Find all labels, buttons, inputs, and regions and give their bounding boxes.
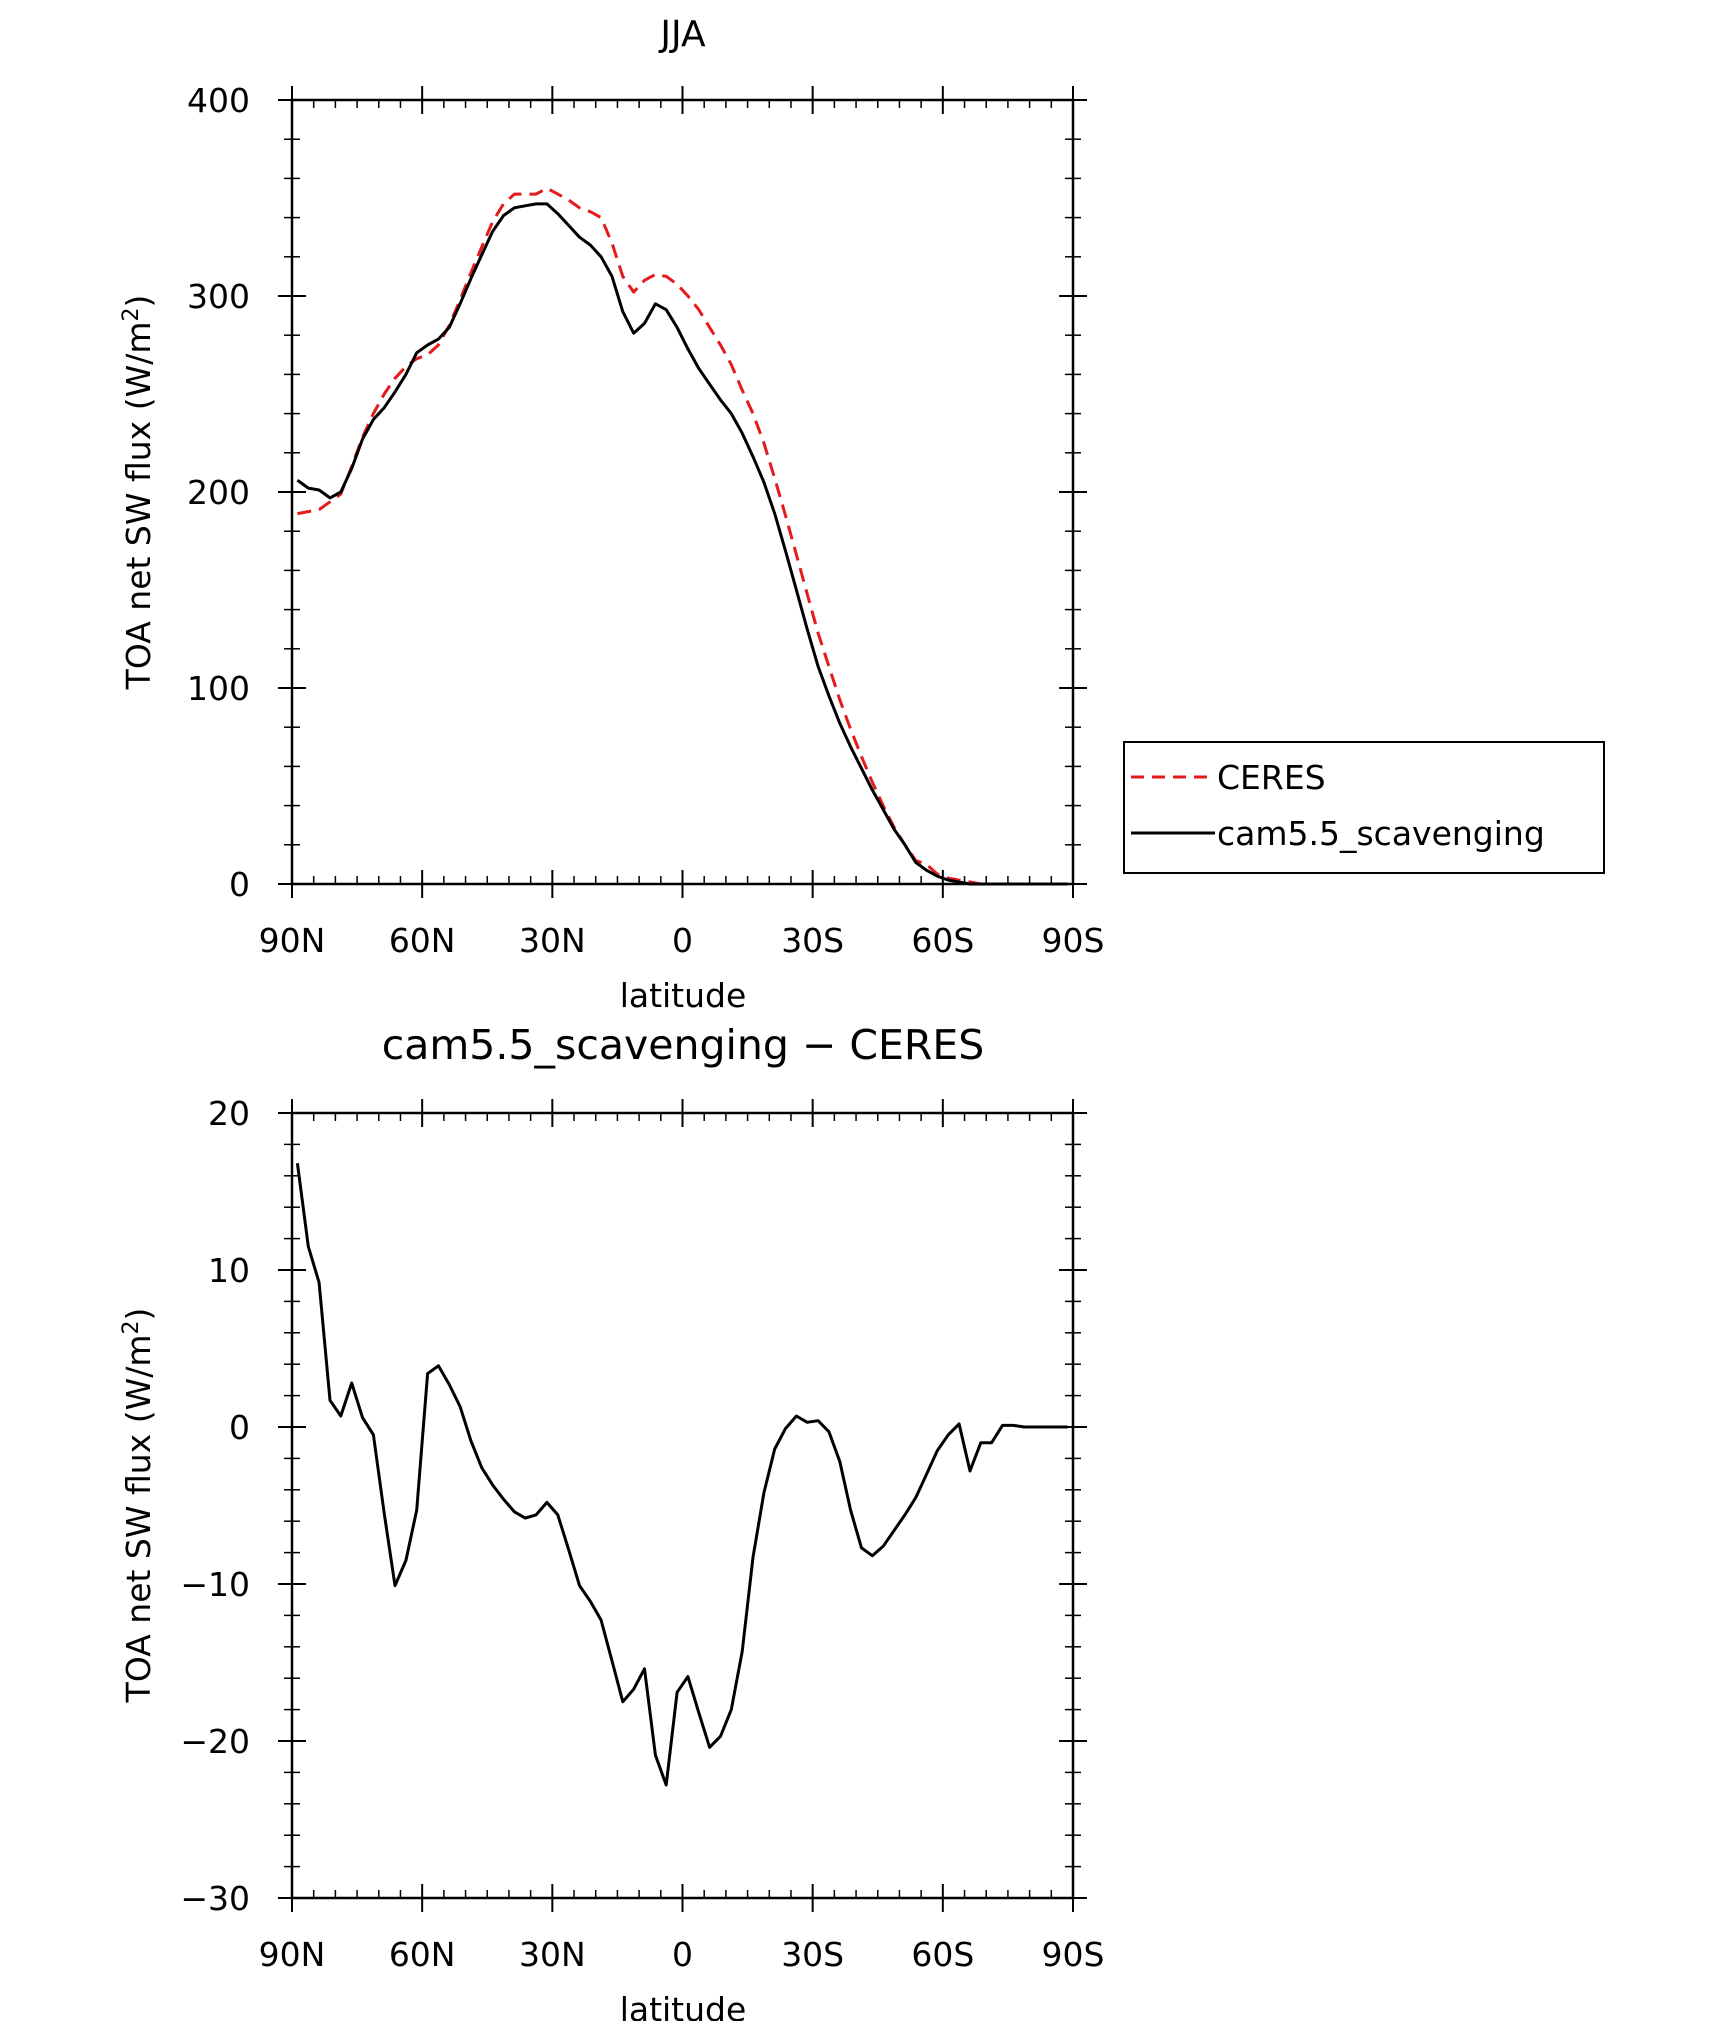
top-series-ceres-line (297, 186, 1068, 886)
top-x-tick-label: 0 (672, 921, 693, 960)
bottom-x-tick-labels: 90N 60N 30N 0 30S 60S 90S (259, 1935, 1105, 1974)
legend: CERES cam5.5_scavenging (1123, 741, 1605, 874)
legend-box (1123, 741, 1605, 874)
bottom-y-axis-label-end: ) (119, 1308, 158, 1321)
bottom-y-tick-label: −30 (180, 1879, 250, 1918)
bottom-x-tick-label: 0 (672, 1935, 693, 1974)
top-y-axis-label-end: ) (119, 295, 158, 308)
bottom-y-tick-label: 10 (208, 1251, 250, 1290)
legend-label-cam: cam5.5_scavenging (1217, 814, 1545, 853)
top-y-tick-labels: 0 100 200 300 400 (187, 81, 250, 904)
top-series-lines (296, 186, 1068, 886)
top-x-tick-label: 30N (519, 921, 586, 960)
bottom-y-tick-label: −20 (180, 1722, 250, 1761)
top-y-tick-label: 100 (187, 669, 250, 708)
bottom-y-axis-label-sup: 2 (119, 1321, 144, 1335)
bottom-y-axis-label: TOA net SW flux (W/m2) (119, 1308, 159, 1704)
bottom-axis-ticks (278, 1099, 1087, 1912)
bottom-x-tick-label: 90N (259, 1935, 326, 1974)
top-y-tick-label: 0 (229, 865, 250, 904)
top-axis-ticks (278, 86, 1087, 898)
top-plot-frame (290, 98, 1075, 886)
top-x-tick-label: 60S (911, 921, 974, 960)
top-panel: JJA 90N 60N 30N 0 30S 60S 90S 0 100 200 300 400 la… (119, 14, 1605, 1015)
bottom-panel: cam5.5_scavenging − CERES 90N 60N 30N 0 30S 6… (119, 1021, 1105, 2021)
top-x-tick-label: 90N (259, 921, 326, 960)
bottom-x-tick-label: 60S (911, 1935, 974, 1974)
bottom-x-tick-label: 90S (1042, 1935, 1105, 1974)
top-x-axis-label: latitude (620, 976, 747, 1015)
top-x-tick-label: 60N (389, 921, 456, 960)
top-x-tick-label: 30S (781, 921, 844, 960)
legend-label-ceres: CERES (1217, 758, 1326, 797)
top-x-tick-label: 90S (1042, 921, 1105, 960)
bottom-plot-frame (290, 1111, 1075, 1900)
bottom-y-tick-label: −10 (180, 1565, 250, 1604)
top-y-tick-label: 200 (187, 473, 250, 512)
top-y-axis-label-main: TOA net SW flux (W/m (119, 322, 158, 691)
bottom-y-tick-label: 0 (229, 1408, 250, 1447)
top-y-axis-label: TOA net SW flux (W/m2) (119, 295, 159, 691)
bottom-y-tick-label: 20 (208, 1094, 250, 1133)
bottom-x-tick-label: 60N (389, 1935, 456, 1974)
top-series-cam5-5-scavenging-line (296, 202, 1068, 886)
bottom-y-axis-label-main: TOA net SW flux (W/m (119, 1335, 158, 1704)
top-y-axis-label-sup: 2 (119, 308, 144, 322)
bottom-chart-title: cam5.5_scavenging − CERES (382, 1021, 985, 1069)
bottom-series-lines (295, 1163, 1068, 1787)
bottom-x-tick-label: 30S (781, 1935, 844, 1974)
top-y-tick-label: 300 (187, 277, 250, 316)
bottom-series-difference-line (295, 1163, 1068, 1787)
bottom-x-tick-label: 30N (519, 1935, 586, 1974)
top-x-tick-labels: 90N 60N 30N 0 30S 60S 90S (259, 921, 1105, 960)
top-y-tick-label: 400 (187, 81, 250, 120)
bottom-x-axis-label: latitude (620, 1990, 747, 2021)
top-chart-title: JJA (658, 14, 706, 55)
bottom-y-tick-labels: −30 −20 −10 0 10 20 (180, 1094, 250, 1918)
